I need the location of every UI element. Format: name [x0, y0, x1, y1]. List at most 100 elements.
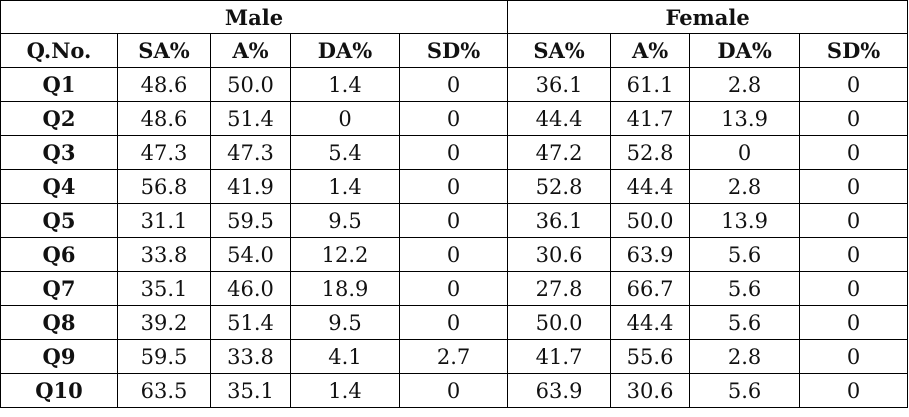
column-header-female-sd: SD% [799, 33, 909, 68]
cell-question-number: Q1 [0, 67, 118, 102]
column-header-row: Q.No. SA% A% DA% SD% SA% A% DA% SD% [0, 33, 909, 68]
cell-male-sd: 0 [398, 135, 509, 170]
cell-female-da: 2.8 [689, 339, 801, 374]
cell-female-da: 13.9 [689, 101, 801, 136]
table-row: Q7 35.1 46.0 18.9 0 27.8 66.7 5.6 0 [0, 271, 909, 306]
cell-female-a: 63.9 [610, 237, 691, 272]
cell-female-sa: 63.9 [507, 373, 612, 408]
column-header-male-da: DA% [290, 33, 400, 68]
cell-male-sa: 33.8 [117, 237, 211, 272]
cell-question-number: Q6 [0, 237, 118, 272]
cell-male-a: 46.0 [210, 271, 291, 306]
cell-female-sa: 30.6 [507, 237, 612, 272]
cell-female-sd: 0 [799, 169, 909, 204]
cell-female-sd: 0 [799, 373, 909, 408]
table-row: Q1 48.6 50.0 1.4 0 36.1 61.1 2.8 0 [0, 67, 909, 102]
cell-male-sd: 0 [398, 169, 509, 204]
cell-male-sa: 48.6 [117, 101, 211, 136]
cell-male-da: 9.5 [290, 305, 400, 340]
cell-male-sa: 31.1 [117, 203, 211, 238]
cell-female-sa: 50.0 [507, 305, 612, 340]
cell-female-sd: 0 [799, 101, 909, 136]
table-row: Q4 56.8 41.9 1.4 0 52.8 44.4 2.8 0 [0, 169, 909, 204]
cell-male-a: 41.9 [210, 169, 291, 204]
cell-male-sa: 48.6 [117, 67, 211, 102]
cell-male-da: 1.4 [290, 169, 400, 204]
cell-female-da: 5.6 [689, 271, 801, 306]
group-header-row: Male Female [0, 0, 909, 34]
column-header-male-sd: SD% [398, 33, 509, 68]
cell-question-number: Q3 [0, 135, 118, 170]
cell-male-a: 59.5 [210, 203, 291, 238]
column-header-male-sa: SA% [117, 33, 211, 68]
column-header-female-da: DA% [689, 33, 801, 68]
cell-male-a: 33.8 [210, 339, 291, 374]
cell-question-number: Q4 [0, 169, 118, 204]
table-row: Q10 63.5 35.1 1.4 0 63.9 30.6 5.6 0 [0, 373, 909, 408]
table-row: Q2 48.6 51.4 0 0 44.4 41.7 13.9 0 [0, 101, 909, 136]
cell-female-sd: 0 [799, 67, 909, 102]
cell-female-a: 61.1 [610, 67, 691, 102]
cell-male-da: 5.4 [290, 135, 400, 170]
cell-male-sa: 47.3 [117, 135, 211, 170]
table-row: Q3 47.3 47.3 5.4 0 47.2 52.8 0 0 [0, 135, 909, 170]
group-header-female: Female [507, 0, 909, 34]
cell-question-number: Q7 [0, 271, 118, 306]
cell-female-da: 2.8 [689, 67, 801, 102]
cell-female-sa: 36.1 [507, 203, 612, 238]
cell-female-sd: 0 [799, 271, 909, 306]
cell-female-a: 66.7 [610, 271, 691, 306]
cell-female-da: 5.6 [689, 305, 801, 340]
cell-female-sa: 47.2 [507, 135, 612, 170]
cell-male-da: 4.1 [290, 339, 400, 374]
cell-female-sd: 0 [799, 203, 909, 238]
cell-male-sd: 0 [398, 203, 509, 238]
cell-female-sa: 27.8 [507, 271, 612, 306]
cell-male-da: 9.5 [290, 203, 400, 238]
cell-female-sd: 0 [799, 339, 909, 374]
cell-question-number: Q9 [0, 339, 118, 374]
column-header-female-a: A% [610, 33, 691, 68]
cell-female-da: 13.9 [689, 203, 801, 238]
cell-female-da: 5.6 [689, 237, 801, 272]
cell-male-sd: 0 [398, 101, 509, 136]
cell-female-a: 44.4 [610, 169, 691, 204]
cell-question-number: Q10 [0, 373, 118, 408]
survey-results-table: Male Female Q.No. SA% A% DA% SD% SA% A% … [0, 0, 909, 408]
cell-male-a: 35.1 [210, 373, 291, 408]
cell-male-a: 51.4 [210, 305, 291, 340]
table-row: Q9 59.5 33.8 4.1 2.7 41.7 55.6 2.8 0 [0, 339, 909, 374]
table-row: Q8 39.2 51.4 9.5 0 50.0 44.4 5.6 0 [0, 305, 909, 340]
column-header-qno: Q.No. [0, 33, 118, 68]
cell-question-number: Q5 [0, 203, 118, 238]
cell-male-a: 51.4 [210, 101, 291, 136]
cell-male-sa: 59.5 [117, 339, 211, 374]
cell-male-sd: 0 [398, 305, 509, 340]
cell-male-da: 0 [290, 101, 400, 136]
cell-male-sd: 0 [398, 271, 509, 306]
cell-male-da: 12.2 [290, 237, 400, 272]
cell-male-sa: 56.8 [117, 169, 211, 204]
cell-female-a: 55.6 [610, 339, 691, 374]
cell-male-da: 1.4 [290, 373, 400, 408]
table-row: Q5 31.1 59.5 9.5 0 36.1 50.0 13.9 0 [0, 203, 909, 238]
column-header-female-sa: SA% [507, 33, 612, 68]
cell-female-a: 30.6 [610, 373, 691, 408]
cell-female-da: 5.6 [689, 373, 801, 408]
cell-female-sa: 36.1 [507, 67, 612, 102]
group-header-male: Male [0, 0, 509, 34]
cell-male-da: 18.9 [290, 271, 400, 306]
cell-female-sd: 0 [799, 305, 909, 340]
cell-female-a: 52.8 [610, 135, 691, 170]
cell-male-a: 50.0 [210, 67, 291, 102]
cell-male-sd: 0 [398, 67, 509, 102]
cell-female-da: 0 [689, 135, 801, 170]
table-row: Q6 33.8 54.0 12.2 0 30.6 63.9 5.6 0 [0, 237, 909, 272]
cell-female-a: 41.7 [610, 101, 691, 136]
cell-male-sa: 39.2 [117, 305, 211, 340]
cell-female-sa: 41.7 [507, 339, 612, 374]
cell-female-sd: 0 [799, 237, 909, 272]
cell-male-a: 47.3 [210, 135, 291, 170]
cell-male-sa: 63.5 [117, 373, 211, 408]
cell-male-a: 54.0 [210, 237, 291, 272]
